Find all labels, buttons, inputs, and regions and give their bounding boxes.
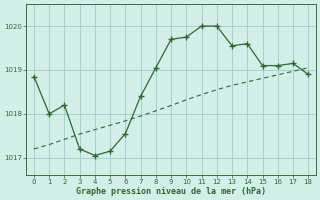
X-axis label: Graphe pression niveau de la mer (hPa): Graphe pression niveau de la mer (hPa)	[76, 187, 266, 196]
